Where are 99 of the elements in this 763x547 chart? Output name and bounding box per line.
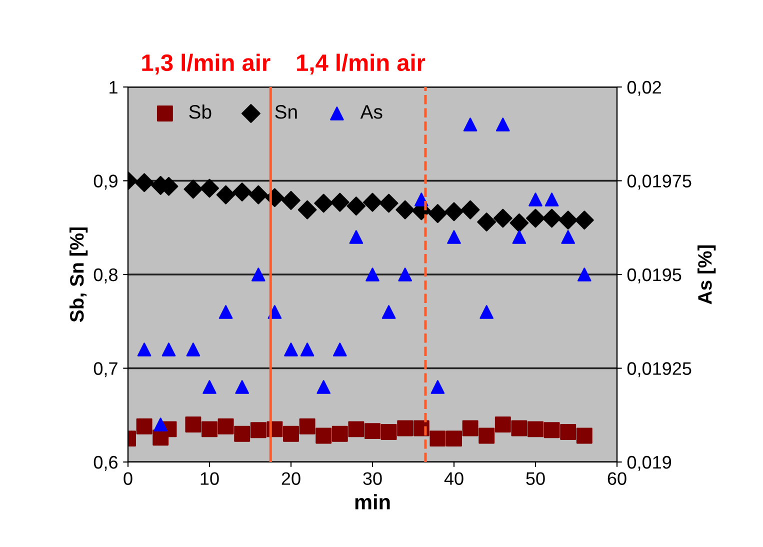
point [363, 192, 382, 212]
point [216, 185, 236, 204]
point [232, 182, 252, 202]
point [134, 173, 154, 192]
x-tick-label: 40 [444, 472, 464, 485]
point [528, 421, 544, 438]
y-tick-label: 0,9 [94, 174, 118, 190]
point [462, 420, 478, 436]
point [430, 430, 446, 447]
point [576, 428, 592, 444]
point [364, 423, 380, 440]
ref-line-label: 1,4 l/min air [297, 54, 426, 75]
point [300, 342, 314, 356]
y-axis-title: Sb, Sn [%] [70, 228, 88, 322]
point [316, 428, 332, 444]
point [512, 230, 526, 244]
point [577, 268, 592, 282]
point [511, 420, 528, 436]
point [558, 210, 578, 230]
point [186, 342, 200, 356]
ref-line-label: 1,3 l/min air [142, 54, 270, 75]
y-tick-label: 0,6 [94, 456, 118, 471]
y-tick-label: 0,7 [94, 362, 118, 378]
point [248, 185, 268, 204]
point [397, 420, 414, 436]
point [332, 426, 348, 442]
point [526, 208, 545, 228]
point [332, 342, 347, 356]
x-tick-label: 20 [282, 472, 300, 485]
point [346, 196, 366, 216]
point [478, 428, 495, 444]
point [528, 192, 542, 206]
point [202, 421, 218, 438]
point [366, 268, 380, 282]
x-tick-label: 0 [124, 472, 132, 485]
point [298, 200, 317, 220]
point [477, 212, 496, 232]
point [444, 202, 464, 222]
point [314, 194, 334, 213]
y2-tick-label: 0,01925 [627, 362, 692, 378]
point [299, 418, 316, 434]
y2-axis-title: As [%] [698, 245, 716, 304]
point [316, 380, 331, 394]
point [398, 268, 412, 282]
point [396, 200, 415, 220]
point [137, 342, 152, 356]
point [480, 305, 494, 319]
point [282, 190, 300, 210]
point [428, 204, 448, 224]
y2-tick-label: 0,02 [627, 80, 661, 96]
point [185, 416, 202, 432]
y2-tick-label: 0,01975 [627, 174, 692, 190]
point [250, 422, 266, 438]
x-tick-label: 60 [608, 472, 626, 485]
point [446, 430, 462, 447]
y2-tick-label: 0,019 [627, 456, 672, 471]
point [542, 208, 562, 228]
point [235, 380, 250, 394]
x-tick-label: 50 [526, 472, 545, 485]
point [283, 426, 299, 442]
point [284, 342, 298, 356]
x-tick-label: 30 [363, 472, 382, 485]
x-axis-title: min [355, 494, 390, 510]
legend-label: Sb [189, 104, 212, 119]
y-tick-label: 0,8 [94, 268, 118, 284]
point [379, 194, 398, 213]
point [561, 230, 576, 244]
point [162, 342, 176, 356]
point [184, 180, 203, 199]
point [447, 230, 461, 244]
point [544, 422, 560, 438]
point [382, 305, 396, 319]
point [154, 418, 168, 432]
point [380, 424, 397, 440]
point [202, 380, 216, 394]
point [349, 230, 364, 244]
y-tick-label: 1 [110, 81, 118, 94]
legend-label: Sn [275, 105, 297, 119]
point [234, 426, 250, 442]
point [136, 418, 152, 434]
point [494, 416, 511, 432]
point [496, 118, 510, 132]
point [493, 208, 512, 228]
point [251, 268, 266, 282]
point [560, 424, 576, 440]
point [218, 305, 233, 319]
point [574, 210, 594, 230]
legend-label: As [360, 105, 382, 119]
point [463, 118, 478, 132]
x-tick-label: 10 [200, 472, 219, 485]
point [348, 421, 364, 438]
y2-tick-label: 0,0195 [627, 268, 682, 284]
point [218, 418, 234, 434]
point [330, 192, 350, 212]
point [544, 192, 559, 206]
point [510, 213, 529, 232]
point [460, 200, 480, 220]
point [430, 380, 445, 394]
point [200, 178, 219, 198]
